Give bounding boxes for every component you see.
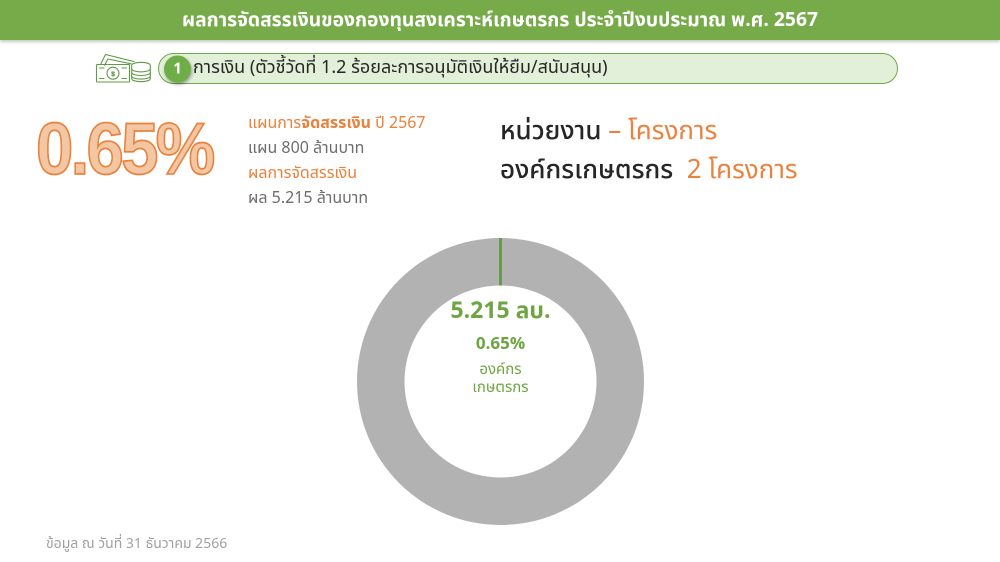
svg-text:$: $ <box>111 71 115 78</box>
